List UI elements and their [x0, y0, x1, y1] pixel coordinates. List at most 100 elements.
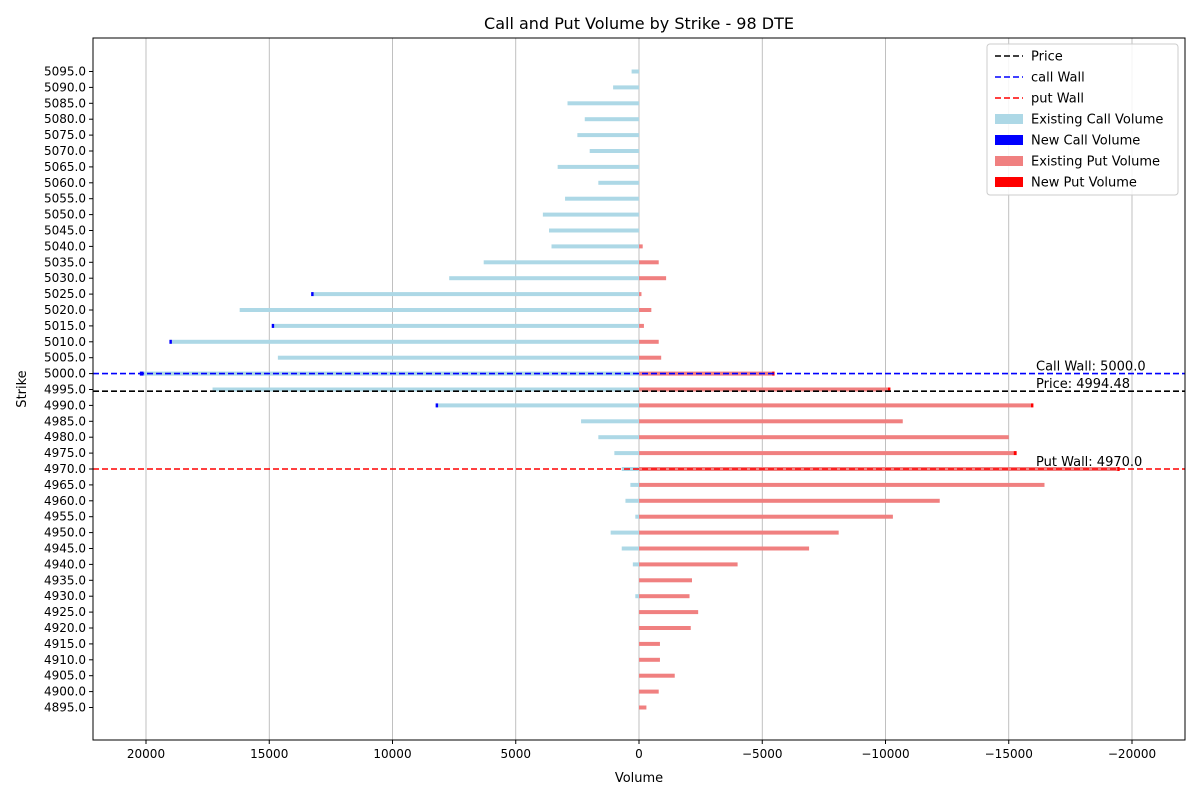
x-tick-label: 15000	[250, 747, 288, 761]
existing-put-bar	[639, 339, 659, 344]
call-wall-annotation: Call Wall: 5000.0	[1036, 360, 1146, 375]
put-wall-annotation: Put Wall: 4970.0	[1036, 455, 1142, 470]
y-tick-label: 5095.0	[44, 65, 86, 79]
existing-put-bar	[639, 498, 940, 503]
new-call-bar	[311, 292, 314, 297]
existing-call-bar	[274, 323, 639, 328]
existing-call-bar	[449, 276, 639, 281]
y-tick-label: 4960.0	[44, 494, 86, 508]
legend-swatch	[995, 135, 1023, 145]
existing-put-bar	[639, 673, 675, 678]
x-tick-label: 5000	[500, 747, 531, 761]
existing-call-bar	[631, 69, 639, 74]
existing-call-bar	[632, 562, 639, 567]
legend-label: call Wall	[1031, 71, 1085, 86]
legend-label: Existing Put Volume	[1031, 155, 1160, 170]
y-tick-label: 4965.0	[44, 478, 86, 492]
existing-call-bar	[483, 260, 639, 265]
existing-call-bar	[613, 85, 639, 90]
existing-call-bar	[635, 514, 639, 519]
y-tick-label: 5015.0	[44, 319, 86, 333]
y-tick-label: 5065.0	[44, 160, 86, 174]
price-annotation: Price: 4994.48	[1036, 377, 1130, 392]
existing-call-bar	[589, 149, 639, 153]
y-tick-label: 4900.0	[44, 685, 86, 699]
y-tick-label: 5070.0	[44, 144, 86, 158]
existing-put-bar	[639, 435, 1009, 440]
existing-put-bar	[639, 308, 652, 312]
x-tick-label: −20000	[1108, 747, 1156, 761]
y-tick-label: 5055.0	[44, 192, 86, 206]
y-tick-label: 4910.0	[44, 653, 86, 667]
existing-call-bar	[239, 308, 640, 312]
legend-label: New Call Volume	[1031, 134, 1140, 149]
existing-put-bar	[639, 403, 1031, 408]
existing-call-bar	[542, 212, 639, 217]
existing-put-bar	[639, 689, 659, 694]
existing-call-bar	[635, 594, 639, 599]
y-tick-label: 4915.0	[44, 637, 86, 651]
y-tick-label: 4905.0	[44, 669, 86, 683]
existing-put-bar	[639, 610, 699, 615]
existing-call-bar	[567, 101, 639, 106]
existing-call-bar	[621, 546, 639, 551]
existing-put-bar	[639, 705, 647, 710]
existing-call-bar	[598, 180, 639, 185]
y-tick-label: 4930.0	[44, 589, 86, 603]
existing-put-bar	[639, 594, 690, 599]
existing-put-bar	[639, 419, 903, 424]
y-tick-label: 5000.0	[44, 367, 86, 381]
legend-label: New Put Volume	[1031, 176, 1137, 191]
existing-put-bar	[639, 451, 1014, 456]
existing-put-bar	[639, 292, 642, 297]
x-axis-ticks: 20000 15000 10000 5000 0 −5000 −10000 −15000 −20…	[127, 740, 1156, 761]
y-tick-label: 5090.0	[44, 80, 86, 94]
existing-put-bar	[639, 276, 667, 281]
y-tick-label: 5085.0	[44, 96, 86, 110]
legend: Price call Wall put Wall Existing Call Volu…	[986, 43, 1179, 196]
existing-put-bar	[639, 355, 662, 360]
existing-call-bar	[438, 403, 639, 408]
existing-call-bar	[598, 435, 639, 440]
existing-put-bar	[639, 260, 659, 265]
y-tick-label: 5040.0	[44, 239, 86, 253]
y-tick-label: 4940.0	[44, 557, 86, 571]
x-tick-label: −5000	[742, 747, 783, 761]
new-put-bar	[1030, 403, 1034, 408]
new-call-bar	[169, 339, 172, 344]
y-tick-label: 5010.0	[44, 335, 86, 349]
y-tick-label: 5035.0	[44, 255, 86, 269]
y-tick-label: 4935.0	[44, 573, 86, 587]
y-tick-label: 4975.0	[44, 446, 86, 460]
existing-put-bar	[639, 546, 810, 551]
existing-call-bar	[581, 419, 639, 424]
y-tick-label: 5060.0	[44, 176, 86, 190]
existing-put-bar	[639, 562, 738, 567]
x-tick-label: 0	[635, 747, 643, 761]
existing-put-bar	[639, 641, 660, 646]
bars	[139, 69, 1120, 710]
y-tick-label: 5075.0	[44, 128, 86, 142]
y-tick-label: 4925.0	[44, 605, 86, 619]
existing-put-bar	[639, 514, 893, 519]
y-tick-label: 4985.0	[44, 414, 86, 428]
y-tick-label: 5020.0	[44, 303, 86, 317]
new-put-bar	[1117, 467, 1120, 471]
x-tick-label: 10000	[373, 747, 411, 761]
new-call-bar	[271, 323, 275, 328]
reference-lines: Price: 4994.48 Call Wall: 5000.0 Put Wall:…	[93, 360, 1185, 470]
y-tick-label: 5045.0	[44, 224, 86, 238]
existing-call-bar	[610, 530, 639, 535]
y-tick-label: 5025.0	[44, 287, 86, 301]
existing-call-bar	[584, 117, 639, 122]
existing-put-bar	[639, 530, 839, 535]
legend-label: Existing Call Volume	[1031, 113, 1163, 128]
x-tick-label: −15000	[985, 747, 1033, 761]
existing-put-bar	[639, 482, 1045, 487]
y-tick-label: 5030.0	[44, 271, 86, 285]
existing-put-bar	[639, 244, 643, 249]
y-tick-label: 4945.0	[44, 542, 86, 556]
legend-swatch	[995, 156, 1023, 166]
y-tick-label: 4995.0	[44, 383, 86, 397]
